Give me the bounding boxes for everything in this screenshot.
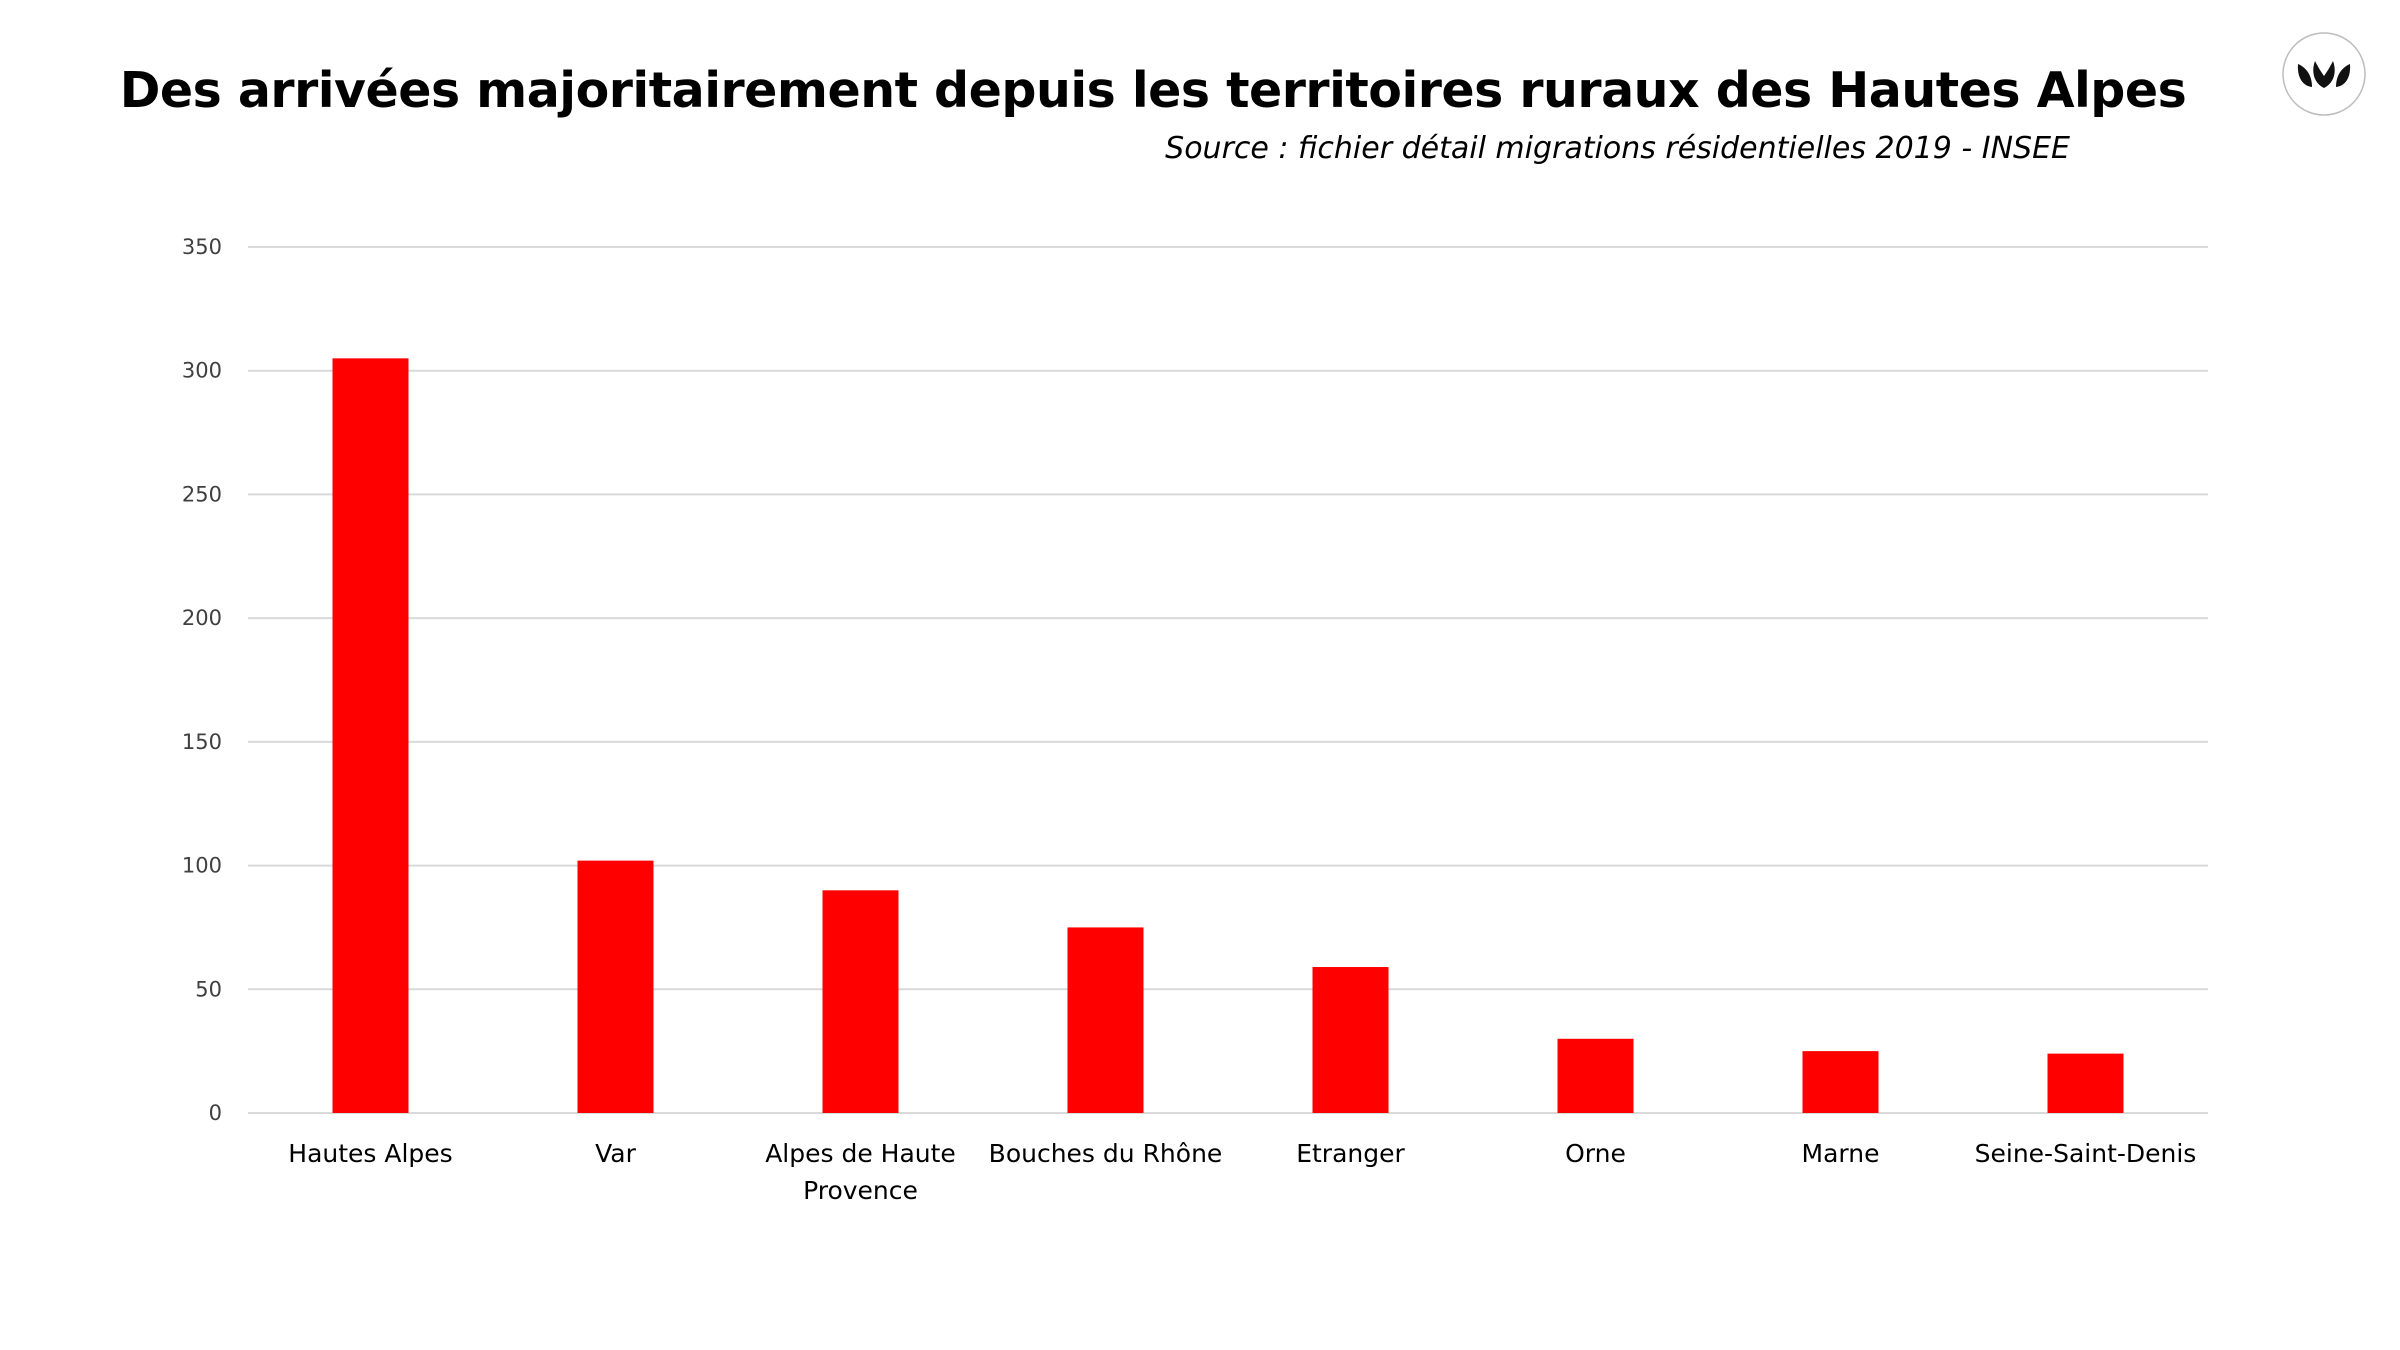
y-tick-label: 50 xyxy=(195,977,222,1001)
x-tick-label: Var xyxy=(595,1139,636,1168)
bar xyxy=(577,860,654,1113)
y-tick-label: 200 xyxy=(182,606,222,630)
x-tick-label: Marne xyxy=(1802,1139,1880,1168)
x-tick-label: Orne xyxy=(1565,1139,1626,1168)
chart-source: Source : fichier détail migrations résid… xyxy=(1165,131,2070,166)
chart-title: Des arrivées majoritairement depuis les … xyxy=(119,62,2187,119)
y-tick-label: 150 xyxy=(182,730,222,754)
x-tick-label: Seine-Saint-Denis xyxy=(1975,1139,2197,1168)
bar xyxy=(822,890,899,1113)
x-tick-label: Hautes Alpes xyxy=(288,1139,452,1168)
x-tick-label: Bouches du Rhône xyxy=(989,1139,1223,1168)
bar xyxy=(1557,1038,1634,1113)
y-tick-label: 300 xyxy=(182,359,222,383)
y-tick-label: 0 xyxy=(209,1101,222,1125)
y-axis-ticks: 0 50 100 150 200 250 300 350 xyxy=(182,235,222,1125)
bar xyxy=(2047,1053,2124,1113)
bar xyxy=(1067,927,1144,1113)
x-tick-label: Etranger xyxy=(1296,1139,1405,1168)
bar xyxy=(332,358,409,1113)
y-tick-label: 250 xyxy=(182,482,222,506)
y-tick-label: 100 xyxy=(182,854,222,878)
x-tick-label: Alpes de Haute Provence xyxy=(765,1139,956,1205)
bar xyxy=(1802,1051,1879,1113)
x-axis-labels: Hautes Alpes Var Alpes de Haute Provence Bou… xyxy=(288,1139,2196,1205)
gridlines xyxy=(248,246,2208,1114)
bar xyxy=(1312,967,1389,1113)
bars xyxy=(332,358,2124,1113)
leaf-pair-logo-icon xyxy=(2282,32,2366,116)
y-tick-label: 350 xyxy=(182,235,222,259)
